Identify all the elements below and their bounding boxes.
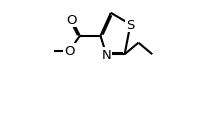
Text: O: O <box>66 14 77 27</box>
Text: S: S <box>126 19 134 32</box>
Text: N: N <box>101 48 111 61</box>
Text: O: O <box>64 45 74 58</box>
